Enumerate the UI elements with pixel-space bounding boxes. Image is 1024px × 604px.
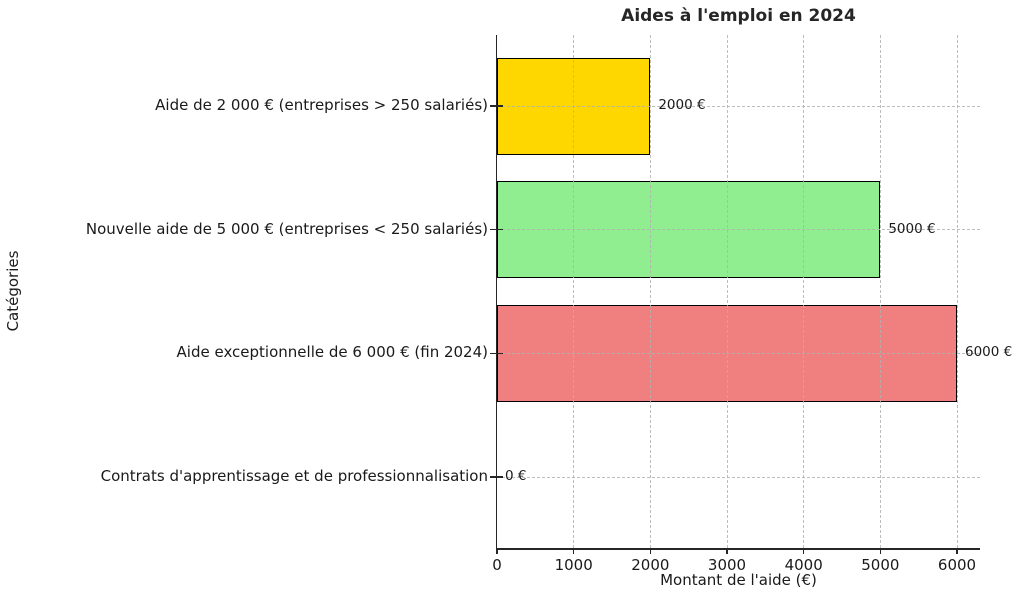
- x-tick-mark: [726, 548, 728, 554]
- gridline: [726, 35, 728, 548]
- bar-value-label: 6000 €: [965, 344, 1013, 361]
- x-tick-label: 0: [492, 556, 502, 574]
- x-tick-mark: [649, 548, 652, 554]
- category-tick-label: Aide de 2 000 € (entreprises > 250 salar…: [155, 96, 488, 114]
- gridline: [803, 35, 805, 548]
- x-tick-label: 6000: [937, 556, 977, 574]
- gridline: [956, 35, 958, 548]
- chart-title: Aides à l'emploi en 2024: [621, 6, 856, 26]
- category-tick-label: Aide exceptionnelle de 6 000 € (fin 2024…: [176, 343, 488, 362]
- x-tick-label: 2000: [631, 556, 670, 574]
- bar-value-label: 5000 €: [888, 220, 936, 237]
- gridline: [497, 476, 980, 478]
- x-tick-mark: [802, 548, 805, 554]
- x-tick-mark: [496, 548, 498, 554]
- gridline: [497, 105, 980, 107]
- x-tick-mark: [879, 548, 882, 554]
- gridline: [497, 229, 980, 231]
- category-tick-label: Nouvelle aide de 5 000 € (entreprises < …: [85, 219, 488, 238]
- category-tick-label: Contrats d'apprentissage et de professio…: [100, 467, 488, 485]
- bar-value-label: 2000 €: [658, 97, 706, 113]
- x-axis-label: Montant de l'aide (€): [660, 571, 817, 589]
- bottom-spine: [495, 548, 980, 550]
- bar-value-label: 0 €: [505, 468, 527, 484]
- gridline: [879, 35, 881, 548]
- gridline: [573, 35, 575, 548]
- y-axis-label: Catégories: [4, 250, 22, 332]
- left-spine: [495, 35, 497, 550]
- x-tick-label: 3000: [707, 556, 747, 574]
- x-tick-mark: [956, 548, 958, 554]
- x-tick-label: 5000: [861, 556, 900, 574]
- gridline: [649, 35, 651, 548]
- gridline: [497, 352, 980, 354]
- x-tick-label: 1000: [554, 556, 593, 574]
- x-tick-mark: [572, 548, 575, 554]
- x-tick-label: 4000: [784, 556, 823, 574]
